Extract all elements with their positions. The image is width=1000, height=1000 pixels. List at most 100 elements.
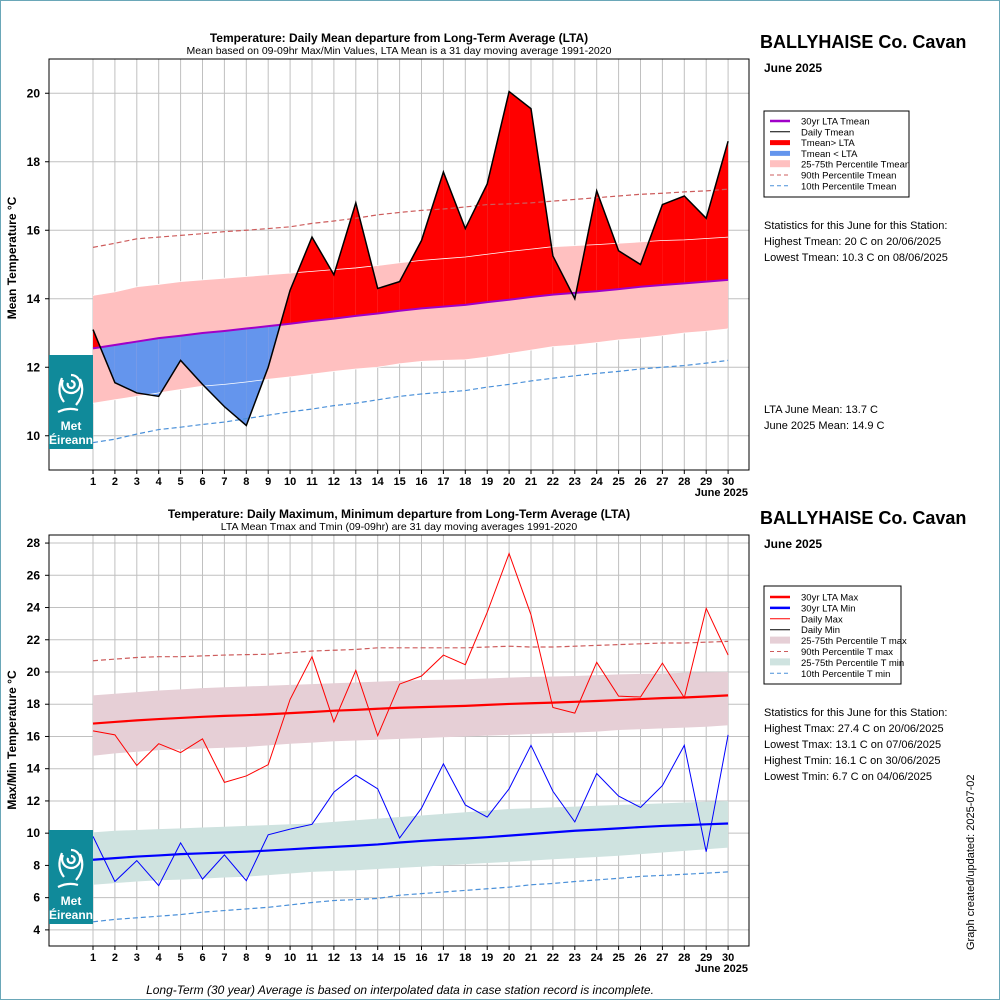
y-tick-label: 10 — [27, 826, 41, 840]
legend-label: 25-75th Percentile T max — [801, 636, 907, 647]
y-tick-label: 24 — [27, 601, 41, 615]
graph-updated-label: Graph created/updated: 2025-07-02 — [965, 774, 977, 950]
y-tick-label: 16 — [27, 729, 41, 743]
x-tick-label: 14 — [372, 476, 385, 488]
legend-label: 30yr LTA Tmean — [801, 117, 870, 128]
stat-highest-tmin: Highest Tmin: 16.1 C on 30/06/2025 — [764, 755, 941, 767]
x-tick-label: 15 — [393, 476, 405, 488]
legend-entry: 10th Percentile T min — [770, 669, 890, 680]
x-tick-label: 9 — [265, 952, 271, 964]
stat-highest-tmax: Highest Tmax: 27.4 C on 20/06/2025 — [764, 723, 944, 735]
legend-entry: Daily Min — [770, 625, 840, 636]
x-tick-label: 12 — [328, 476, 340, 488]
legend-entry: 30yr LTA Tmean — [770, 117, 870, 128]
y-tick-label: 18 — [27, 155, 41, 169]
x-tick-label: 4 — [156, 952, 163, 964]
above-lta-fill — [640, 204, 663, 287]
x-tick-label: 26 — [634, 952, 646, 964]
line-daily-tmean — [92, 90, 729, 427]
x-tick-label: 23 — [569, 952, 581, 964]
legend-entry: Daily Max — [770, 614, 843, 625]
period-label: June 2025 — [764, 61, 822, 75]
lta-june-mean: LTA June Mean: 13.7 C — [764, 404, 878, 416]
above-lta-fill — [399, 240, 422, 311]
y-tick-label: 22 — [27, 633, 41, 647]
x-tick-label: 15 — [393, 952, 405, 964]
x-tick-label: 10 — [284, 476, 296, 488]
legend-label: 10th Percentile Tmean — [801, 181, 896, 192]
x-tick-label: 14 — [372, 952, 385, 964]
chart-subtitle: Mean based on 09-09hr Max/Min Values, LT… — [187, 45, 612, 57]
legend-entry: 30yr LTA Max — [770, 593, 858, 604]
legend-label: 30yr LTA Min — [801, 603, 856, 614]
x-tick-label: 23 — [569, 476, 581, 488]
x-tick-label: 7 — [221, 952, 227, 964]
y-tick-label: 6 — [33, 891, 40, 905]
above-lta-fill — [706, 141, 729, 282]
x-tick-label: 1 — [90, 952, 96, 964]
series-lines — [92, 552, 729, 923]
line-30yr-lta-min — [92, 822, 729, 861]
legend-entry: 30yr LTA Min — [770, 603, 856, 614]
line-10th-percentile-tmin — [92, 871, 729, 923]
x-tick-label: 1 — [90, 476, 96, 488]
y-tick-label: 12 — [27, 794, 41, 808]
x-tick-label: 4 — [156, 476, 163, 488]
chart-subtitle: LTA Mean Tmax and Tmin (09-09hr) are 31 … — [221, 521, 578, 533]
footnote: Long-Term (30 year) Average is based on … — [146, 983, 654, 997]
above-lta-fill — [618, 250, 641, 290]
above-lta-fill — [443, 172, 466, 307]
y-tick-label: 16 — [27, 223, 41, 237]
line-25th-pct — [92, 328, 729, 404]
legend-box — [763, 585, 902, 685]
line-10th-percentile-tmean — [92, 359, 729, 444]
below-lta-fill — [202, 330, 225, 407]
above-lta-fill — [421, 172, 444, 309]
x-tick-label: 24 — [591, 476, 604, 488]
plot-frame — [48, 58, 750, 471]
below-lta-fill — [246, 326, 269, 426]
legend-entry: 25-75th Percentile Tmean — [770, 160, 910, 171]
y-tick-label: 14 — [27, 762, 41, 776]
x-tick-label: 18 — [459, 476, 471, 488]
above-lta-fill — [509, 91, 531, 300]
x-tick-label: 17 — [437, 476, 449, 488]
stat-lowest-tmean: Lowest Tmean: 10.3 C on 08/06/2025 — [764, 252, 948, 264]
above-lta-fill — [290, 237, 312, 324]
june-2025-mean: June 2025 Mean: 14.9 C — [764, 420, 885, 432]
x-tick-label: 11 — [306, 952, 318, 964]
x-tick-label: 6 — [199, 952, 205, 964]
y-tick-label: 10 — [27, 429, 41, 443]
y-tick-labels: 4 6 8 10 12 14 16 18 20 22 24 26 28 — [27, 536, 49, 937]
x-tick-label: 29 — [700, 476, 712, 488]
legend-entry: Daily Tmean — [770, 127, 854, 138]
x-tick-label: 28 — [678, 476, 690, 488]
x-tick-label: 21 — [525, 476, 537, 488]
x-tick-label: 24 — [591, 952, 604, 964]
x-tick-label: 27 — [656, 952, 668, 964]
above-lta-fill — [596, 190, 619, 292]
legend-entry: 90th Percentile Tmean — [770, 171, 896, 182]
x-tick-label: 10 — [284, 952, 296, 964]
above-lta-fill — [684, 196, 707, 284]
y-tick-label: 20 — [27, 86, 41, 100]
legend-label: Daily Min — [801, 625, 840, 636]
y-tick-label: 12 — [27, 360, 41, 374]
x-axis-label: June 2025 — [695, 487, 748, 499]
x-tick-label: 26 — [634, 476, 646, 488]
above-lta-fill — [355, 202, 378, 316]
line-daily-min — [92, 734, 729, 887]
legend-entry: Tmean> LTA — [770, 138, 855, 149]
station-name: BALLYHAISE Co. Cavan — [760, 32, 966, 52]
y-tick-label: 26 — [27, 568, 41, 582]
x-tick-label: 2 — [112, 952, 118, 964]
x-tick-label: 11 — [306, 476, 318, 488]
y-tick-label: 20 — [27, 665, 41, 679]
y-tick-label: 4 — [33, 923, 40, 937]
x-tick-label: 12 — [328, 952, 340, 964]
above-lta-fill — [312, 237, 334, 322]
